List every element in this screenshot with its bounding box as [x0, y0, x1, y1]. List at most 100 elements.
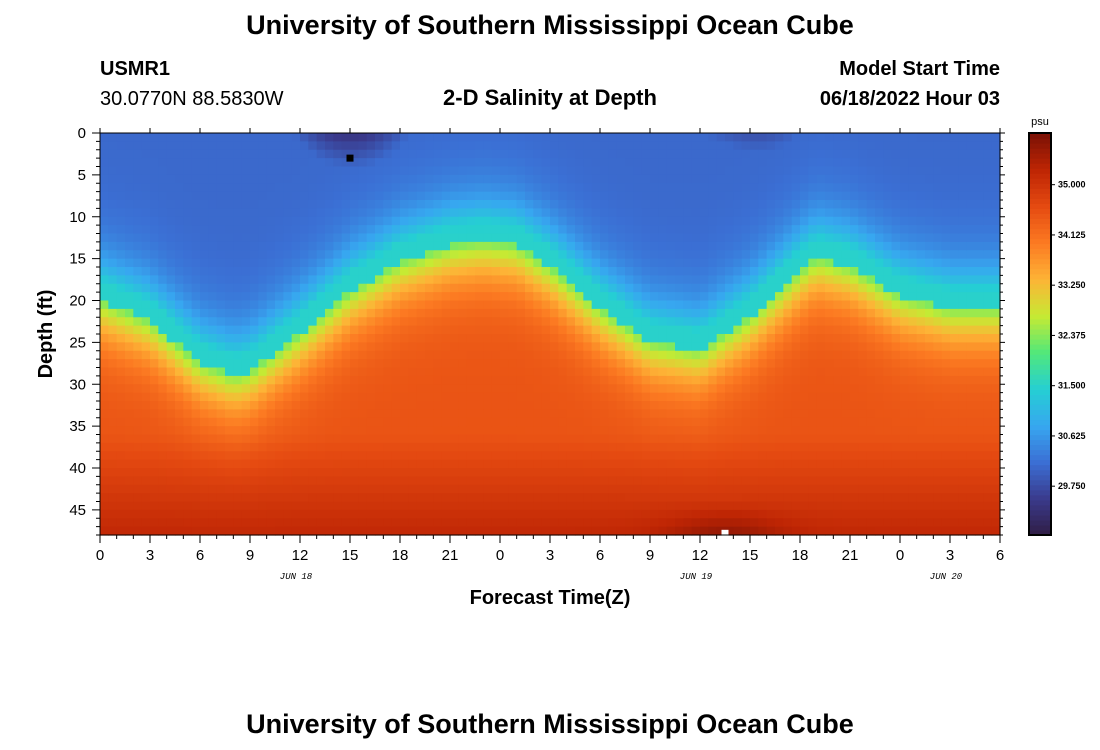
heatmap-cell: [600, 384, 609, 394]
heatmap-cell: [541, 392, 551, 402]
heatmap-cell: [541, 434, 551, 444]
heatmap-cell: [675, 459, 684, 469]
heatmap-cell: [858, 225, 868, 235]
heatmap-cell: [566, 451, 576, 461]
heatmap-cell: [750, 509, 759, 519]
heatmap-cell: [508, 191, 518, 201]
heatmap-cell: [883, 426, 893, 436]
heatmap-cell: [350, 526, 359, 536]
heatmap-cell: [900, 468, 909, 477]
heatmap-cell: [716, 459, 726, 469]
heatmap-cell: [525, 208, 534, 218]
heatmap-cell: [766, 375, 776, 385]
heatmap-cell: [850, 367, 859, 377]
heatmap-cell: [625, 241, 634, 251]
heatmap-cell: [800, 476, 809, 486]
heatmap-cell: [150, 518, 159, 528]
heatmap-cell: [408, 233, 418, 243]
heatmap-cell: [616, 258, 626, 268]
heatmap-cell: [833, 174, 843, 184]
heatmap-cell: [475, 308, 484, 318]
heatmap-cell: [350, 409, 359, 419]
heatmap-cell: [441, 141, 451, 151]
heatmap-cell: [391, 434, 401, 444]
heatmap-cell: [941, 241, 951, 251]
heatmap-cell: [750, 325, 759, 335]
heatmap-cell: [550, 459, 559, 469]
heatmap-cell: [400, 317, 409, 327]
heatmap-cell: [800, 200, 809, 209]
heatmap-cell: [200, 208, 209, 218]
heatmap-cell: [391, 225, 401, 235]
heatmap-cell: [633, 334, 643, 343]
heatmap-cell: [800, 208, 809, 218]
heatmap-cell: [341, 526, 351, 536]
heatmap-cell: [691, 241, 701, 251]
heatmap-cell: [900, 426, 909, 436]
heatmap-cell: [675, 359, 684, 369]
heatmap-cell: [100, 300, 109, 310]
heatmap-cell: [791, 375, 801, 385]
heatmap-cell: [216, 241, 226, 251]
heatmap-cell: [708, 392, 718, 402]
heatmap-cell: [708, 166, 718, 176]
heatmap-cell: [408, 158, 418, 168]
heatmap-cell: [816, 283, 826, 293]
heatmap-cell: [141, 459, 151, 469]
heatmap-cell: [441, 350, 451, 360]
heatmap-cell: [750, 518, 759, 528]
heatmap-cell: [891, 493, 901, 503]
heatmap-cell: [891, 225, 901, 235]
heatmap-cell: [275, 300, 284, 310]
heatmap-cell: [783, 442, 793, 452]
heatmap-cell: [708, 158, 718, 168]
heatmap-cell: [308, 325, 318, 335]
heatmap-cell: [683, 308, 693, 318]
heatmap-cell: [866, 133, 876, 142]
heatmap-cell: [783, 225, 793, 235]
heatmap-cell: [350, 392, 359, 402]
heatmap-cell: [350, 359, 359, 369]
heatmap-cell: [516, 267, 526, 276]
heatmap-cell: [258, 451, 268, 461]
heatmap-cell: [833, 392, 843, 402]
heatmap-cell: [625, 334, 634, 343]
heatmap-cell: [316, 317, 326, 327]
heatmap-cell: [500, 183, 509, 193]
heatmap-cell: [675, 174, 684, 184]
heatmap-cell: [658, 451, 668, 461]
heatmap-cell: [466, 426, 476, 436]
heatmap-cell: [233, 384, 243, 394]
heatmap-cell: [600, 342, 609, 352]
heatmap-cell: [825, 233, 834, 243]
heatmap-cell: [316, 409, 326, 419]
heatmap-cell: [175, 350, 184, 360]
heatmap-cell: [450, 401, 459, 410]
heatmap-cell: [925, 141, 934, 151]
heatmap-cell: [400, 216, 409, 226]
heatmap-cell: [558, 367, 568, 377]
heatmap-cell: [816, 183, 826, 193]
heatmap-cell: [833, 468, 843, 477]
heatmap-cell: [716, 208, 726, 218]
heatmap-cell: [108, 233, 118, 243]
heatmap-cell: [283, 225, 293, 235]
heatmap-cell: [225, 149, 234, 159]
heatmap-cell: [258, 401, 268, 410]
heatmap-cell: [508, 334, 518, 343]
heatmap-cell: [158, 426, 168, 436]
heatmap-cell: [691, 350, 701, 360]
heatmap-cell: [500, 191, 509, 201]
heatmap-cell: [116, 459, 126, 469]
heatmap-cell: [283, 300, 293, 310]
heatmap-cell: [108, 375, 118, 385]
heatmap-cell: [891, 133, 901, 142]
heatmap-cell: [283, 476, 293, 486]
heatmap-cell: [391, 166, 401, 176]
heatmap-cell: [458, 392, 468, 402]
heatmap-cell: [475, 350, 484, 360]
heatmap-cell: [758, 509, 768, 519]
heatmap-cell: [441, 334, 451, 343]
heatmap-cell: [650, 493, 659, 503]
heatmap-cell: [100, 359, 109, 369]
